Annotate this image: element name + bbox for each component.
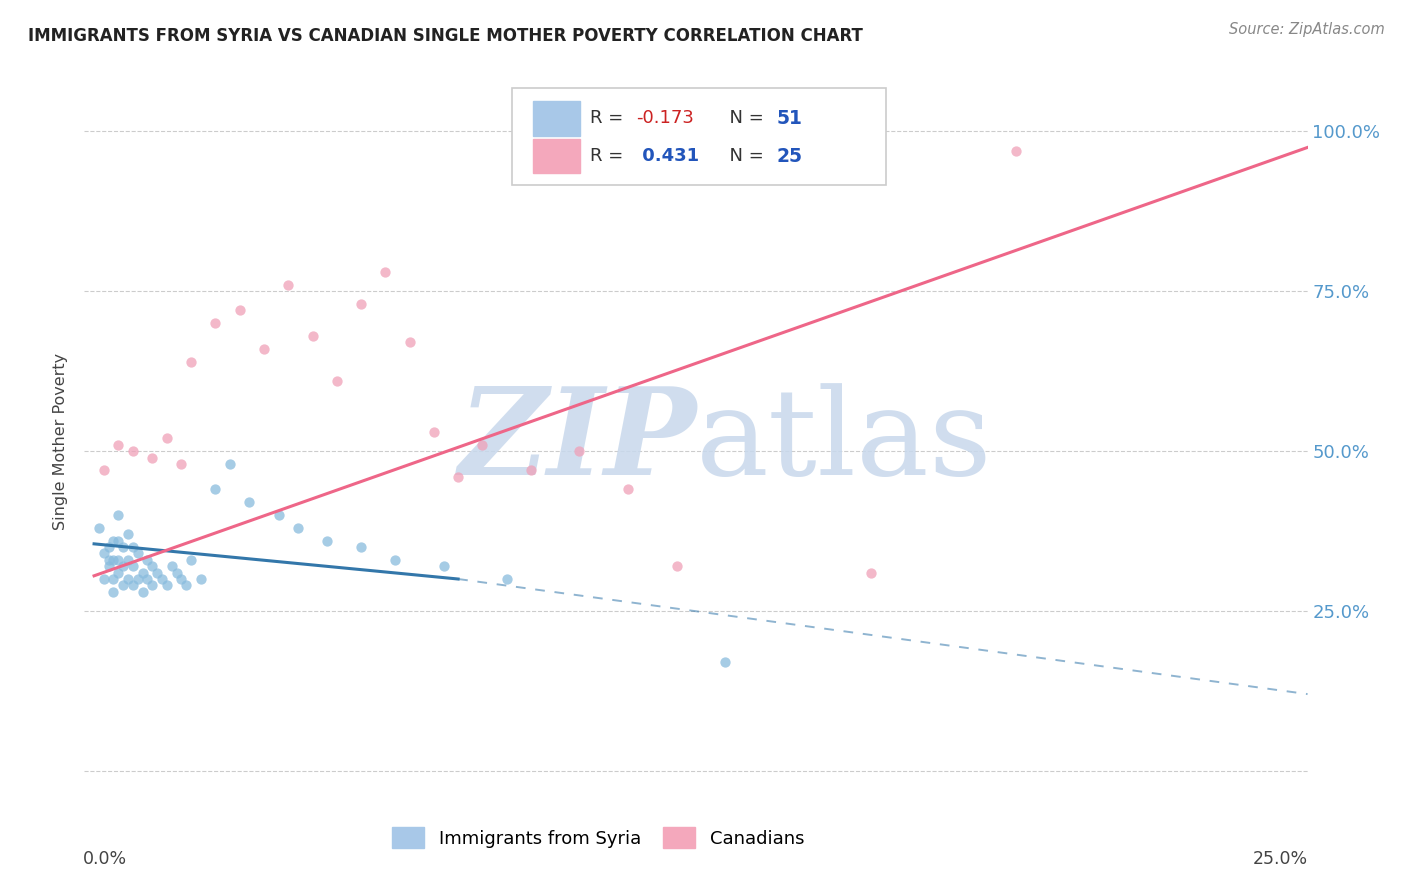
Point bbox=[87, 521, 110, 535]
Point bbox=[146, 566, 169, 580]
Bar bbox=[533, 101, 579, 136]
Point bbox=[141, 450, 163, 465]
Point bbox=[156, 578, 179, 592]
Point bbox=[228, 303, 250, 318]
Point bbox=[156, 431, 179, 445]
Point bbox=[495, 572, 517, 586]
Point bbox=[107, 508, 129, 522]
Point bbox=[97, 540, 120, 554]
Point bbox=[107, 553, 129, 567]
Point bbox=[180, 553, 202, 567]
Point bbox=[107, 533, 129, 548]
Text: R =: R = bbox=[589, 147, 628, 165]
Point bbox=[316, 533, 339, 548]
Point bbox=[122, 559, 145, 574]
Point bbox=[122, 444, 145, 458]
Point bbox=[136, 553, 159, 567]
Point bbox=[447, 469, 470, 483]
Text: Source: ZipAtlas.com: Source: ZipAtlas.com bbox=[1229, 22, 1385, 37]
Point bbox=[93, 546, 115, 560]
Point bbox=[127, 572, 149, 586]
Point bbox=[204, 483, 226, 497]
Point bbox=[520, 463, 543, 477]
Point bbox=[301, 329, 323, 343]
Point bbox=[326, 374, 349, 388]
Point bbox=[122, 578, 145, 592]
Point bbox=[374, 265, 396, 279]
Bar bbox=[533, 139, 579, 173]
Point bbox=[117, 527, 139, 541]
Text: -0.173: -0.173 bbox=[636, 109, 695, 128]
Point bbox=[568, 444, 591, 458]
Text: IMMIGRANTS FROM SYRIA VS CANADIAN SINGLE MOTHER POVERTY CORRELATION CHART: IMMIGRANTS FROM SYRIA VS CANADIAN SINGLE… bbox=[28, 27, 863, 45]
Point bbox=[665, 559, 688, 574]
Point bbox=[131, 584, 153, 599]
Point bbox=[103, 533, 125, 548]
Point bbox=[190, 572, 212, 586]
Point bbox=[384, 553, 406, 567]
Point bbox=[238, 495, 260, 509]
Point bbox=[617, 483, 640, 497]
Point bbox=[1005, 144, 1028, 158]
Point bbox=[103, 584, 125, 599]
Text: N =: N = bbox=[718, 109, 769, 128]
Point bbox=[287, 521, 309, 535]
Legend: Immigrants from Syria, Canadians: Immigrants from Syria, Canadians bbox=[385, 820, 811, 855]
Text: atlas: atlas bbox=[696, 383, 993, 500]
Point bbox=[160, 559, 183, 574]
Point bbox=[174, 578, 197, 592]
Point bbox=[432, 559, 454, 574]
Point bbox=[714, 655, 737, 669]
Point bbox=[267, 508, 290, 522]
Point bbox=[97, 553, 120, 567]
Point bbox=[136, 572, 159, 586]
Point bbox=[180, 354, 202, 368]
Point bbox=[112, 578, 135, 592]
Point bbox=[423, 425, 446, 439]
Point bbox=[93, 463, 115, 477]
Point bbox=[117, 553, 139, 567]
Point bbox=[350, 297, 373, 311]
Point bbox=[127, 546, 149, 560]
FancyBboxPatch shape bbox=[513, 87, 886, 185]
Point bbox=[112, 540, 135, 554]
Text: ZIP: ZIP bbox=[458, 383, 696, 500]
Point bbox=[170, 457, 193, 471]
Point bbox=[141, 559, 163, 574]
Point bbox=[141, 578, 163, 592]
Point bbox=[398, 335, 420, 350]
Point bbox=[103, 553, 125, 567]
Point bbox=[170, 572, 193, 586]
Point bbox=[97, 559, 120, 574]
Text: 25.0%: 25.0% bbox=[1253, 850, 1308, 868]
Point bbox=[93, 572, 115, 586]
Text: 25: 25 bbox=[776, 146, 803, 166]
Text: 0.431: 0.431 bbox=[636, 147, 699, 165]
Text: 0.0%: 0.0% bbox=[83, 850, 128, 868]
Point bbox=[122, 540, 145, 554]
Point bbox=[350, 540, 373, 554]
Point bbox=[103, 572, 125, 586]
Point bbox=[859, 566, 882, 580]
Point bbox=[204, 316, 226, 330]
Point bbox=[150, 572, 173, 586]
Point bbox=[166, 566, 188, 580]
Point bbox=[277, 277, 299, 292]
Y-axis label: Single Mother Poverty: Single Mother Poverty bbox=[53, 353, 69, 530]
Point bbox=[112, 559, 135, 574]
Text: N =: N = bbox=[718, 147, 769, 165]
Text: R =: R = bbox=[589, 109, 628, 128]
Point bbox=[253, 342, 276, 356]
Text: 51: 51 bbox=[776, 109, 803, 128]
Point bbox=[107, 566, 129, 580]
Point bbox=[107, 438, 129, 452]
Point bbox=[219, 457, 242, 471]
Point bbox=[131, 566, 153, 580]
Point bbox=[117, 572, 139, 586]
Point bbox=[471, 438, 494, 452]
